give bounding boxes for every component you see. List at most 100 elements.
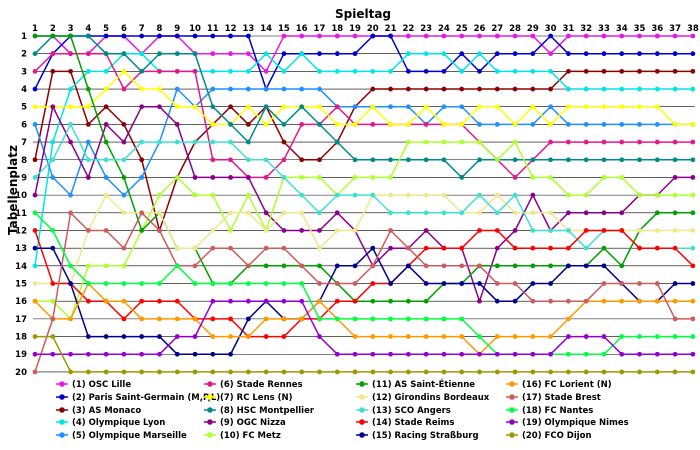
data-point: [477, 157, 482, 163]
data-point: [210, 51, 216, 57]
y-tick-label: 6: [21, 120, 27, 130]
data-point: [334, 210, 340, 216]
legend-label: (16) FC Lorient (N): [522, 380, 612, 390]
data-point: [103, 122, 109, 127]
data-point: [103, 33, 109, 39]
data-point: [157, 351, 162, 357]
data-point: [530, 228, 536, 233]
data-point: [601, 139, 607, 145]
data-point: [157, 139, 162, 145]
data-point: [228, 298, 233, 304]
data-point: [619, 281, 625, 286]
data-point: [423, 86, 429, 92]
data-point: [494, 51, 500, 57]
data-point: [690, 281, 696, 286]
legend-swatch-marker: [509, 407, 515, 413]
y-tick-label: 5: [21, 103, 27, 113]
data-point: [50, 68, 56, 74]
data-point: [566, 210, 571, 216]
data-point: [210, 68, 216, 74]
y-tick-label: 9: [21, 173, 27, 183]
data-point: [299, 51, 305, 57]
legend-item: (14) Stade Reims: [356, 418, 454, 428]
data-point: [459, 263, 465, 269]
data-point: [68, 33, 73, 39]
data-point: [352, 298, 358, 304]
data-point: [690, 263, 696, 269]
data-point: [334, 298, 340, 304]
data-point: [317, 369, 322, 375]
data-point: [601, 351, 607, 357]
x-tick-label: 21: [385, 24, 397, 34]
data-point: [85, 351, 91, 357]
data-point: [281, 316, 287, 322]
data-point: [619, 68, 625, 74]
data-point: [637, 104, 642, 110]
series-line: [34, 104, 693, 304]
data-point: [121, 316, 127, 322]
data-point: [530, 104, 536, 110]
y-tick-label: 3: [21, 67, 27, 77]
data-point: [530, 298, 536, 304]
x-tick-labels: 1 2 3 4 5 6 7 8 9 10 11 12 13 14 15 16 17 18 19 20 21 22 23 24 2…: [32, 24, 699, 34]
data-point: [583, 298, 589, 304]
data-point: [654, 192, 660, 198]
series-line: [35, 140, 693, 321]
legend-label: (9) OGC Nizza: [220, 418, 286, 428]
data-point: [68, 351, 73, 357]
data-point: [281, 245, 287, 251]
data-point: [459, 104, 465, 110]
y-axis-title: Tabellenplatz: [6, 145, 20, 235]
data-point: [317, 210, 322, 216]
data-point: [566, 68, 571, 74]
data-point: [637, 51, 642, 57]
legend-item: (13) SCO Angers: [356, 406, 451, 416]
legend-item: (5) Olympique Marseille: [56, 431, 187, 441]
data-point: [601, 175, 607, 180]
data-point: [690, 86, 696, 92]
data-point: [174, 351, 180, 357]
data-point: [583, 369, 589, 375]
data-point: [370, 369, 376, 375]
data-point: [210, 369, 216, 375]
data-point: [459, 316, 465, 322]
data-point: [530, 192, 536, 198]
x-tick-label: 13: [242, 24, 254, 34]
data-point: [281, 298, 287, 304]
data-point: [281, 334, 287, 339]
data-point: [654, 210, 660, 216]
data-point: [654, 298, 660, 304]
data-point: [441, 210, 447, 216]
data-point: [85, 228, 91, 233]
data-point: [441, 33, 447, 39]
data-point: [32, 33, 38, 39]
y-tick-label: 11: [15, 209, 27, 219]
data-point: [317, 68, 322, 74]
data-point: [192, 245, 198, 251]
data-point: [32, 298, 38, 304]
data-point: [281, 139, 287, 145]
data-point: [583, 104, 589, 110]
data-point: [583, 228, 589, 233]
data-point: [352, 263, 358, 269]
data-point: [263, 68, 269, 74]
data-point: [157, 334, 162, 339]
data-point: [352, 369, 358, 375]
x-tick-label: 23: [420, 24, 432, 34]
legend-item: (7) RC Lens (N): [204, 393, 293, 403]
data-point: [121, 369, 127, 375]
data-point: [245, 175, 251, 180]
x-tick-label: 10: [189, 24, 201, 34]
data-point: [601, 369, 607, 375]
data-point: [32, 104, 38, 110]
data-point: [459, 68, 465, 74]
data-point: [263, 86, 269, 92]
data-point: [672, 157, 678, 163]
data-point: [121, 86, 127, 92]
data-point: [672, 298, 678, 304]
data-point: [441, 68, 447, 74]
data-point: [423, 334, 429, 339]
data-point: [672, 175, 678, 180]
data-point: [637, 369, 642, 375]
data-point: [245, 369, 251, 375]
